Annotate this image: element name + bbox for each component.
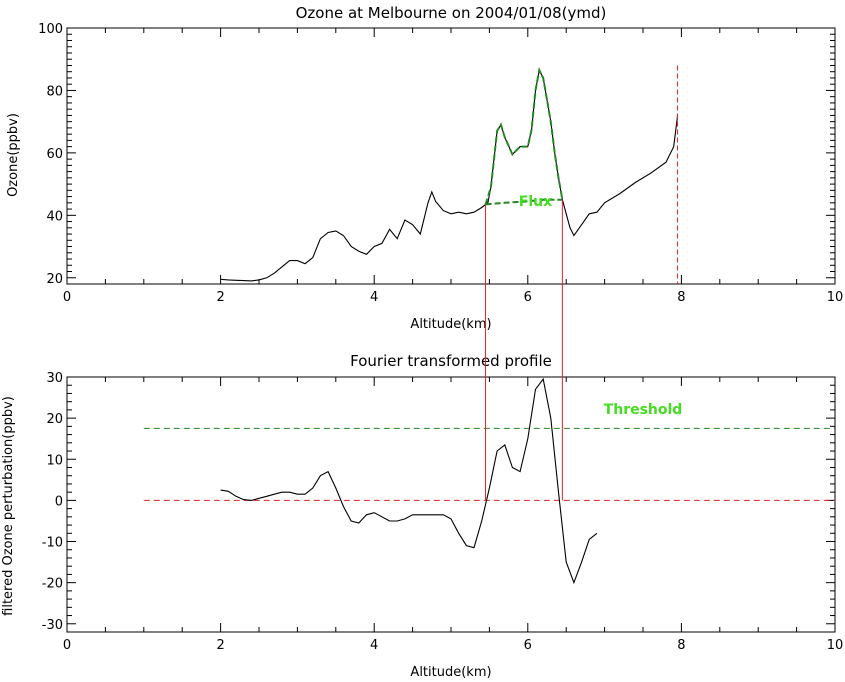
- y-tick-label: -10: [42, 536, 63, 551]
- y-tick-label: 30: [46, 371, 63, 386]
- top-x-axis-label: Altitude(km): [410, 317, 491, 332]
- x-tick-label: 2: [216, 290, 224, 305]
- y-tick-label: 10: [46, 453, 63, 468]
- x-tick-label: 4: [370, 638, 378, 653]
- y-tick-label: 20: [46, 272, 63, 287]
- x-tick-label: 0: [63, 290, 71, 305]
- y-tick-label: -30: [42, 618, 63, 633]
- fourier-panel: Fourier transformed profile Altitude(km)…: [1, 352, 843, 680]
- plot-frame: [66, 27, 836, 285]
- ozone-profile-panel: Ozone at Melbourne on 2004/01/08(ymd) Al…: [6, 4, 843, 332]
- flux-annotation: Flux: [519, 194, 552, 210]
- bottom-chart-title: Fourier transformed profile: [350, 352, 552, 370]
- x-tick-label: 8: [677, 290, 685, 305]
- y-tick-label: -20: [42, 577, 63, 592]
- flux-base-line: [485, 198, 563, 206]
- x-tick-label: 10: [827, 638, 844, 653]
- x-tick-label: 6: [524, 638, 532, 653]
- y-tick-label: 60: [46, 147, 63, 162]
- profile-line: [220, 68, 679, 282]
- x-tick-label: 2: [216, 638, 224, 653]
- y-tick-label: 100: [38, 22, 63, 37]
- y-tick-label: 40: [46, 209, 63, 224]
- y-tick-label: 0: [55, 494, 63, 509]
- x-tick-label: 10: [827, 290, 844, 305]
- top-y-axis-label: Ozone(ppbv): [6, 113, 21, 197]
- filtered-line: [220, 377, 598, 585]
- x-tick-label: 4: [370, 290, 378, 305]
- plot-frame: [66, 376, 836, 633]
- bottom-y-axis-label: filtered Ozone perturbation(ppbv): [1, 396, 16, 616]
- x-tick-label: 6: [524, 290, 532, 305]
- bottom-x-axis-label: Altitude(km): [410, 665, 491, 680]
- x-tick-label: 8: [677, 638, 685, 653]
- y-tick-label: 20: [46, 412, 63, 427]
- flux-outline-line: [484, 66, 564, 205]
- threshold-annotation: Threshold: [604, 402, 683, 418]
- top-chart-title: Ozone at Melbourne on 2004/01/08(ymd): [296, 4, 607, 22]
- y-tick-label: 80: [46, 84, 63, 99]
- x-tick-label: 0: [63, 638, 71, 653]
